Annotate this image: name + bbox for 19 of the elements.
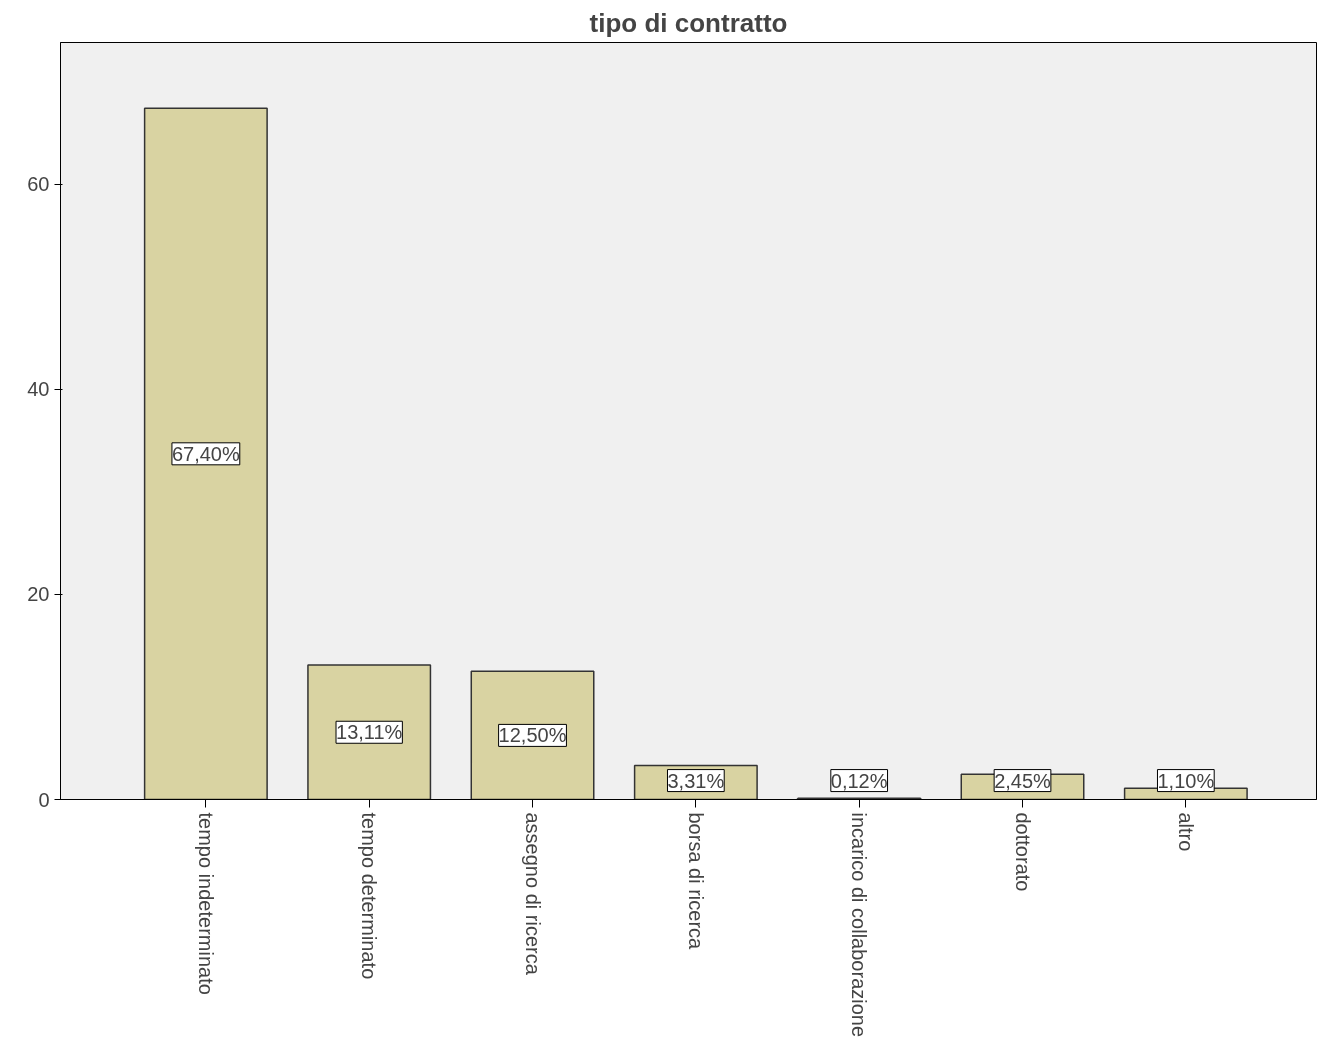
x-tick-label: assegno di ricerca	[521, 812, 544, 976]
x-tick-label: tempo indeterminato	[194, 812, 217, 995]
data-label: 2,45%	[994, 769, 1052, 792]
x-tick-label: dottorato	[1011, 812, 1034, 892]
data-label: 13,11%	[336, 721, 403, 744]
data-label: 12,50%	[498, 724, 567, 747]
data-label: 67,40%	[171, 442, 240, 465]
x-tick-label: tempo determinato	[358, 812, 381, 980]
y-tick-label: 40	[27, 378, 50, 401]
x-tick-label: incarico di collaborazione	[848, 812, 871, 1038]
data-label: 3,31%	[667, 769, 725, 792]
y-tick-label: 0	[38, 788, 50, 811]
y-tick-label: 20	[27, 583, 50, 606]
chart-title: tipo di contratto	[589, 7, 788, 38]
y-tick-label: 60	[27, 173, 50, 196]
x-tick-label: altro	[1174, 812, 1197, 852]
data-label: 0,12%	[830, 769, 888, 792]
data-label: 1,10%	[1157, 769, 1215, 792]
x-tick-label: borsa di ricerca	[684, 812, 707, 951]
